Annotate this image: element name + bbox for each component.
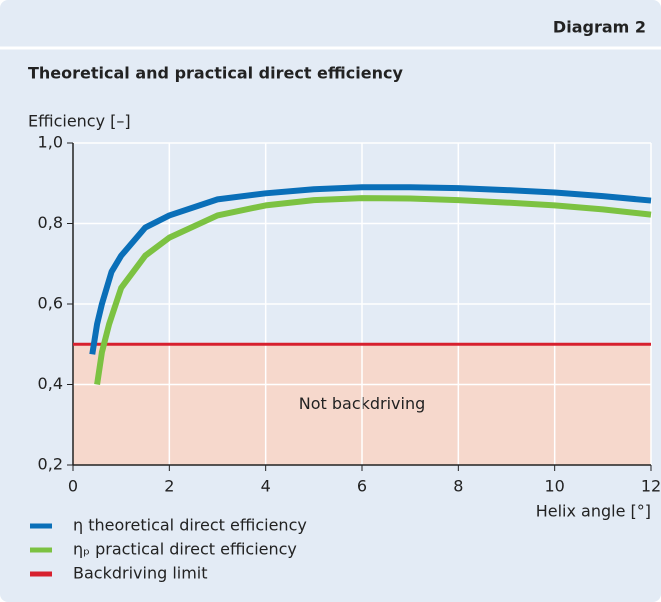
legend-label: η theoretical direct efficiency bbox=[73, 516, 307, 535]
x-tick-label: 4 bbox=[261, 477, 271, 496]
y-tick-label: 0,4 bbox=[38, 374, 63, 393]
y-tick-label: 0,2 bbox=[38, 455, 63, 474]
line-series bbox=[89, 184, 652, 355]
x-tick-label: 12 bbox=[641, 477, 661, 496]
x-axis-label: Helix angle [°] bbox=[536, 502, 651, 521]
x-tick-label: 0 bbox=[68, 477, 78, 496]
legend-label: ηₚ practical direct efficiency bbox=[73, 540, 297, 559]
y-axis-label: Efficiency [–] bbox=[28, 112, 131, 131]
x-tick-label: 6 bbox=[357, 477, 367, 496]
legend-label: Backdriving limit bbox=[73, 564, 208, 583]
x-tick-label: 10 bbox=[544, 477, 564, 496]
line-series bbox=[94, 195, 652, 385]
y-tick-label: 0,6 bbox=[38, 294, 63, 313]
y-tick-label: 0,8 bbox=[38, 213, 63, 232]
x-tick-label: 2 bbox=[164, 477, 174, 496]
y-tick-label: 1,0 bbox=[38, 133, 63, 152]
x-tick-label: 8 bbox=[453, 477, 463, 496]
header: Diagram 2 bbox=[553, 18, 646, 37]
chart-title: Theoretical and practical direct efficie… bbox=[28, 64, 403, 83]
